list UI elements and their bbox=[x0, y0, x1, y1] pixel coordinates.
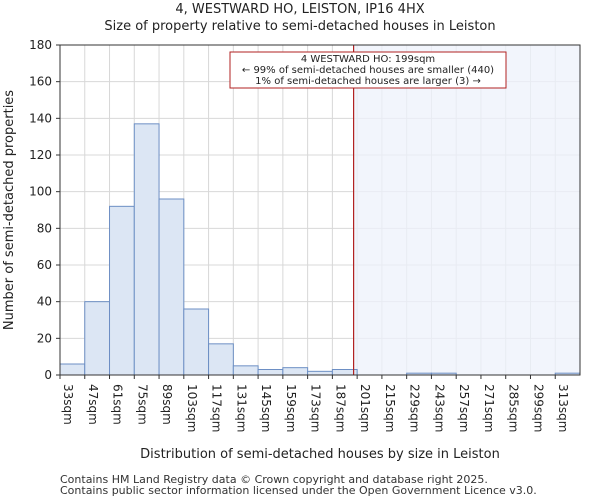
x-tick-label: 61sqm bbox=[111, 384, 125, 425]
annotation-line-1: 4 WESTWARD HO: 199sqm bbox=[301, 54, 435, 65]
bar-47sqm bbox=[84, 301, 111, 376]
y-tick-label: 60 bbox=[37, 258, 52, 272]
x-tick-label: 103sqm bbox=[185, 384, 199, 432]
x-tick-label: 285sqm bbox=[507, 384, 521, 432]
bar-131sqm bbox=[232, 365, 259, 376]
annotation-border bbox=[229, 51, 507, 89]
bar-117sqm bbox=[208, 343, 234, 376]
bar-33sqm bbox=[59, 363, 86, 376]
y-axis-label: Number of semi-detached properties bbox=[2, 90, 17, 330]
bar-75sqm bbox=[133, 123, 160, 376]
y-tick-label: 20 bbox=[37, 331, 52, 345]
x-tick-label: 229sqm bbox=[408, 384, 422, 432]
x-axis-label: Distribution of semi-detached houses by … bbox=[140, 447, 500, 462]
x-tick-label: 89sqm bbox=[160, 384, 174, 425]
x-tick-label: 145sqm bbox=[259, 384, 273, 432]
x-tick-label: 187sqm bbox=[333, 384, 347, 432]
x-tick-label: 173sqm bbox=[309, 384, 323, 432]
x-tick-label: 271sqm bbox=[482, 384, 496, 432]
y-tick-label: 180 bbox=[29, 38, 52, 52]
x-tick-label: 47sqm bbox=[86, 384, 100, 425]
annotation-line-2: ← 99% of semi-detached houses are smalle… bbox=[242, 65, 494, 76]
bar-103sqm bbox=[183, 308, 210, 376]
bar-159sqm bbox=[282, 367, 309, 376]
x-tick-label: 299sqm bbox=[531, 384, 545, 432]
x-tick-label: 159sqm bbox=[284, 384, 298, 432]
x-tick-label: 117sqm bbox=[210, 384, 224, 432]
bar-61sqm bbox=[109, 205, 135, 376]
y-tick-label: 100 bbox=[29, 185, 52, 199]
footer-copyright: Contains HM Land Registry data © Crown c… bbox=[60, 473, 488, 486]
bar-173sqm bbox=[307, 370, 333, 376]
larger-region-highlight bbox=[353, 45, 580, 375]
x-tick-label: 75sqm bbox=[135, 384, 149, 425]
x-tick-label: 257sqm bbox=[457, 384, 471, 432]
y-tick-label: 0 bbox=[44, 368, 52, 382]
chart-subtitle: Size of property relative to semi-detach… bbox=[104, 19, 496, 34]
bars bbox=[59, 123, 581, 376]
bar-145sqm bbox=[257, 369, 284, 376]
chart-title: 4, WESTWARD HO, LEISTON, IP16 4HX bbox=[175, 2, 425, 17]
annotation-line-3: 1% of semi-detached houses are larger (3… bbox=[255, 76, 481, 87]
plot-frame bbox=[59, 44, 581, 376]
x-tick-label: 131sqm bbox=[234, 384, 248, 432]
y-axis: 0 20 40 60 80 100 120 140 160 180 bbox=[29, 38, 60, 382]
footer-licence: Contains public sector information licen… bbox=[60, 484, 537, 497]
y-tick-label: 40 bbox=[37, 295, 52, 309]
x-tick-label: 243sqm bbox=[432, 384, 446, 432]
y-tick-label: 140 bbox=[29, 111, 52, 125]
y-tick-label: 160 bbox=[29, 75, 52, 89]
bar-89sqm bbox=[158, 198, 185, 376]
x-axis: 33sqm 47sqm 61sqm 75sqm 89sqm 103sqm 117sqm 131… bbox=[59, 375, 570, 432]
x-tick-label: 313sqm bbox=[556, 384, 570, 432]
annotation-box: 4 WESTWARD HO: 199sqm ← 99% of semi-deta… bbox=[229, 51, 507, 89]
x-tick-label: 215sqm bbox=[383, 384, 397, 432]
y-tick-label: 80 bbox=[37, 221, 52, 235]
x-tick-label: 201sqm bbox=[358, 384, 372, 432]
y-tick-label: 120 bbox=[29, 148, 52, 162]
x-tick-label: 33sqm bbox=[61, 384, 75, 425]
